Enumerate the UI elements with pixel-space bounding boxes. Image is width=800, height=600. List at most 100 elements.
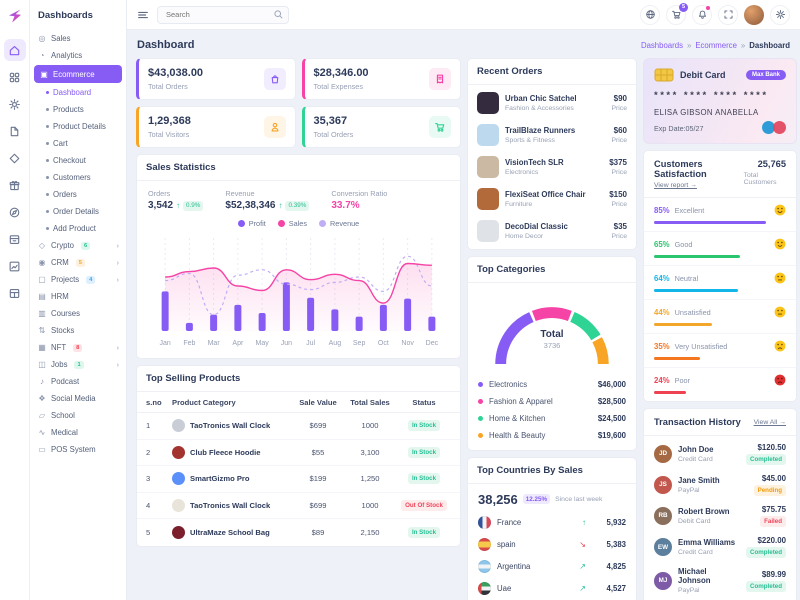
rail-table-icon[interactable] xyxy=(4,282,26,304)
sidebar: Dashboards ◎ Sales ◔ Analytics ▣ Ecommerce Das… xyxy=(30,0,127,600)
sidebar-item-product-details[interactable]: Product Details xyxy=(30,118,126,135)
legend-dot xyxy=(237,220,245,227)
rail-archive-icon[interactable] xyxy=(4,228,26,250)
order-category: Electronics xyxy=(505,169,539,176)
notifications-button[interactable] xyxy=(692,4,712,25)
rail-file-icon[interactable] xyxy=(4,120,26,142)
category-item: Electronics $46,000 xyxy=(468,376,636,393)
up-arrow-icon: ↑ xyxy=(278,201,283,210)
row-sno: 4 xyxy=(146,500,151,510)
trend-icon: ↗ xyxy=(579,584,586,594)
sidebar-item-order-details[interactable]: Order Details xyxy=(30,203,126,220)
sidebar-item-orders[interactable]: Orders xyxy=(30,186,126,203)
sidebar-item-podcast[interactable]: ♪ Podcast xyxy=(30,373,126,390)
chevron-right-icon: › xyxy=(116,360,120,369)
satisfaction-label: Very Unsatisfied xyxy=(674,341,728,351)
sidebar-item-nft[interactable]: ▦ NFT 8 › xyxy=(38,343,119,352)
product-thumb xyxy=(172,472,185,486)
country-value: 5,932 xyxy=(606,517,626,527)
delta-badge: 0.39% xyxy=(285,200,310,211)
rail-diamond-icon[interactable] xyxy=(4,147,26,169)
view-all-link[interactable]: View All → xyxy=(753,418,786,426)
satisfaction-row: 65% Good xyxy=(644,232,796,266)
sidebar-item-pos-system[interactable]: ▭ POS System xyxy=(38,445,96,454)
legend-dot xyxy=(277,220,285,227)
top-categories-gauge: Total 3736 xyxy=(468,283,636,374)
medical-icon: ∿ xyxy=(38,428,46,437)
globe-icon[interactable] xyxy=(640,4,660,25)
sales-chart: Jan Feb Mar Apr May Jun Jul Aug Sep Oct Nov Dec xyxy=(137,230,460,358)
sidebar-item-add-product[interactable]: Add Product xyxy=(30,220,126,237)
search-icon xyxy=(273,9,284,20)
sidebar-item-checkout[interactable]: Checkout xyxy=(30,152,126,169)
spain-flag-icon xyxy=(478,537,491,551)
order-name: DecoDial Classic xyxy=(505,222,568,231)
stat-value: 1,29,368 xyxy=(148,115,191,127)
avatar: JD xyxy=(654,444,672,463)
top-countries-title: Top Countries By Sales xyxy=(468,458,636,484)
rail-compass-icon[interactable] xyxy=(4,201,26,223)
sidebar-item-crypto[interactable]: ◇ Crypto 6 › xyxy=(38,241,119,250)
uae-flag-icon xyxy=(478,582,491,596)
satisfaction-bar xyxy=(654,357,701,360)
brand-logo-icon[interactable] xyxy=(6,7,24,25)
rail-chart-icon[interactable] xyxy=(4,255,26,277)
smile-face-icon xyxy=(774,238,786,250)
rail-grid-icon[interactable] xyxy=(4,66,26,88)
settings-button[interactable] xyxy=(770,4,790,25)
sidebar-item-customers[interactable]: Customers xyxy=(30,169,126,186)
view-report-link[interactable]: View report → xyxy=(654,182,697,189)
total-sales: 3,100 xyxy=(360,447,380,457)
rail-gear-icon[interactable] xyxy=(4,93,26,115)
category-item: Fashion & Apparel $28,500 xyxy=(468,393,636,410)
sidebar-item-medical[interactable]: ∿ Medical xyxy=(38,428,78,437)
sidebar-item-dashboard[interactable]: Dashboard xyxy=(30,84,126,101)
transaction-amount: $89.99 xyxy=(761,569,786,579)
breadcrumb-ecommerce[interactable]: Ecommerce xyxy=(695,40,737,50)
card-chip-icon xyxy=(654,68,674,82)
sidebar-item-hrm[interactable]: ▤ HRM xyxy=(38,292,69,301)
sidebar-item-courses[interactable]: ▥ Courses xyxy=(38,309,81,318)
user-avatar[interactable] xyxy=(744,4,764,25)
cart-button[interactable]: 5 xyxy=(666,2,688,25)
rail-home-icon[interactable] xyxy=(3,39,26,61)
order-list-item: TrailBlaze Runners Sports & Fitness $60 … xyxy=(468,119,636,151)
rail-icons xyxy=(3,39,26,309)
sidebar-item-products[interactable]: Products xyxy=(30,101,126,118)
crypto-icon: ◇ xyxy=(38,241,46,250)
sidebar-item-ecommerce[interactable]: ▣ Ecommerce xyxy=(34,65,122,83)
svg-text:Mar: Mar xyxy=(208,340,221,347)
sales-metric: Orders 3,542 ↑ 0.9% xyxy=(148,189,204,211)
sidebar-item-social-media[interactable]: ❖ Social Media xyxy=(38,394,96,403)
transaction-item: JD John Doe Credit Card $120.50 Complete… xyxy=(644,438,796,469)
search-input[interactable] xyxy=(157,5,289,24)
satisfaction-label: Poor xyxy=(674,375,691,385)
sidebar-item-sales[interactable]: ◎ Sales xyxy=(38,34,71,43)
rail-gift-icon[interactable] xyxy=(4,174,26,196)
sidebar-item-school[interactable]: ▱ School xyxy=(38,411,75,420)
transaction-status: Pending xyxy=(753,484,786,496)
country-value: 5,383 xyxy=(606,539,626,549)
sidebar-item-projects[interactable]: ▢ Projects 4 › xyxy=(38,275,119,284)
menu-toggle-icon[interactable] xyxy=(137,9,149,21)
sidebar-item-cart[interactable]: Cart xyxy=(30,135,126,152)
satisfaction-row: 24% Poor xyxy=(644,368,796,401)
status-badge: In Stock xyxy=(407,420,441,432)
breadcrumb-dashboards[interactable]: Dashboards xyxy=(640,40,683,50)
bullet-icon xyxy=(46,159,49,162)
country-name: Argentina xyxy=(497,561,531,571)
bullet-icon xyxy=(46,108,49,111)
pos-icon: ▭ xyxy=(38,445,46,454)
category-item: Health & Beauty $19,600 xyxy=(468,427,636,444)
fullscreen-button[interactable] xyxy=(718,4,738,25)
sidebar-item-analytics[interactable]: ◔ Analytics xyxy=(30,47,126,64)
country-value: 4,825 xyxy=(606,561,626,571)
sidebar-item-jobs[interactable]: ◫ Jobs 1 › xyxy=(38,360,120,369)
podcast-icon: ♪ xyxy=(40,377,44,386)
satisfaction-bar xyxy=(654,289,739,292)
bullet-icon xyxy=(46,193,49,196)
sidebar-item-crm[interactable]: ◉ CRM 5 › xyxy=(38,258,120,267)
top-selling-table: s.no Product Category Sale Value Total Sal… xyxy=(137,392,460,546)
sidebar-item-stocks[interactable]: ⇅ Stocks xyxy=(38,326,75,335)
top-countries-card: Top Countries By Sales 38,256 12.25% Sin… xyxy=(467,456,637,600)
